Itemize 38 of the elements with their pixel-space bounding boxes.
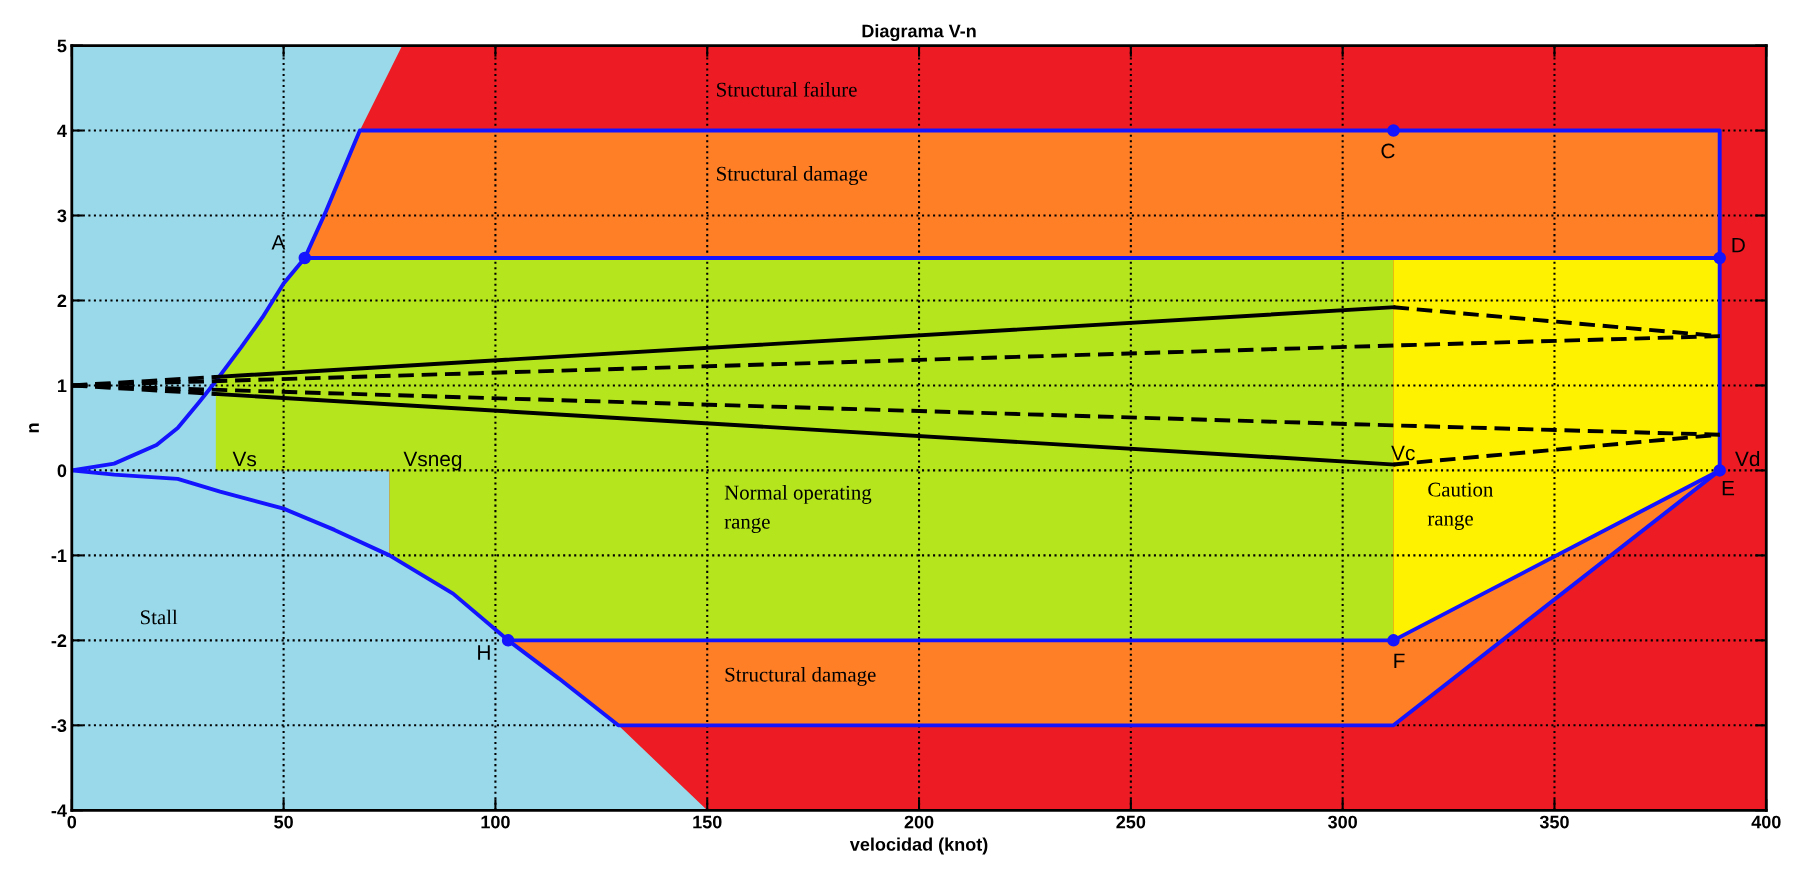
y-axis-title: n — [29, 423, 39, 433]
annotation: E — [1722, 480, 1735, 496]
x-tick-label: 250 — [1116, 815, 1146, 829]
x-tick-label: 0 — [67, 815, 77, 829]
y-tick-label: 4 — [57, 124, 67, 138]
annotation: Structural failure — [717, 81, 857, 97]
annotation: H — [478, 645, 490, 660]
annotation: Structural damage — [717, 166, 868, 186]
y-tick-label: -4 — [51, 804, 67, 817]
y-tick-label: -3 — [51, 719, 67, 733]
x-tick-label: 400 — [1751, 815, 1781, 829]
y-tick-label: 1 — [58, 379, 67, 392]
annotation: A — [271, 235, 286, 250]
y-tick-label: 2 — [57, 294, 67, 308]
annotation: Vc — [1391, 445, 1415, 461]
y-tick-label: -1 — [51, 549, 67, 562]
annotation: Stall — [140, 609, 178, 625]
annotation: C — [1381, 143, 1395, 159]
x-tick-label: 150 — [693, 815, 722, 829]
x-tick-label: 100 — [481, 815, 510, 829]
annotation: Normal operating range — [724, 484, 872, 533]
chart-title: Diagrama V-n — [862, 24, 976, 42]
annotation: D — [1732, 237, 1745, 253]
y-tick-label: 5 — [57, 39, 67, 53]
x-tick-label: 200 — [904, 815, 934, 829]
annotation: Vsneg — [403, 451, 462, 471]
y-tick-label: -2 — [51, 634, 67, 647]
annotation: Structural damage — [725, 666, 876, 686]
x-tick-label: 350 — [1539, 815, 1569, 829]
y-tick-label: 0 — [57, 464, 67, 478]
x-tick-label: 50 — [274, 815, 293, 829]
annotation: F — [1394, 653, 1405, 668]
x-tick-label: 300 — [1328, 815, 1357, 829]
annotation: Vs — [232, 451, 257, 467]
annotation: Caution range — [1427, 482, 1494, 530]
x-axis-title: velocidad (knot) — [849, 837, 988, 855]
annotation: Vd — [1735, 450, 1760, 467]
y-tick-label: 3 — [57, 209, 67, 223]
